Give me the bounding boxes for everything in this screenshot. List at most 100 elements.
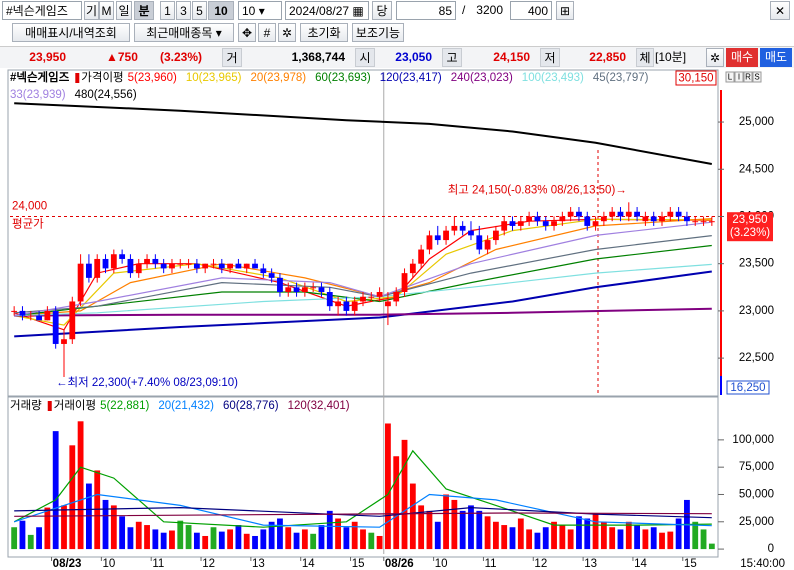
volume-bar xyxy=(293,532,300,550)
y-tick-label: 50,000 xyxy=(739,489,774,501)
period-button[interactable]: M xyxy=(99,1,114,20)
x-tick-label: 08/23 xyxy=(53,558,82,570)
count-input[interactable]: 85 xyxy=(396,1,456,20)
x-tick-label: 10 xyxy=(103,558,116,570)
volume-bar xyxy=(277,518,283,550)
period-button[interactable]: 3 xyxy=(176,1,191,20)
volume-bar xyxy=(634,525,641,550)
x-tick-label: 12 xyxy=(534,558,547,570)
candle-body xyxy=(650,216,657,222)
x-tick-label: 08/26 xyxy=(385,558,414,570)
volume-bar xyxy=(44,507,51,550)
annotation: ←최저 22,300(+7.40% 08/23,09:10) xyxy=(56,376,238,389)
ma-line xyxy=(14,512,712,517)
period-button[interactable]: 일 xyxy=(116,1,132,20)
reset-button[interactable]: 초기화 xyxy=(300,23,348,42)
volume-bar xyxy=(692,521,699,550)
zoom-button[interactable]: ⊞ xyxy=(556,1,574,20)
candle-body xyxy=(426,235,433,250)
y-tick-label: 100,000 xyxy=(732,434,774,446)
status-time: 15:40:00 xyxy=(740,558,785,570)
buy-button[interactable]: 매수 xyxy=(726,48,758,67)
change: ▲750 xyxy=(106,50,138,64)
crosshair-button[interactable]: ✥ xyxy=(238,23,256,42)
quote-settings[interactable]: ✲ xyxy=(706,48,724,67)
y-tick-label: 25,000 xyxy=(739,116,774,128)
candle-body xyxy=(451,225,458,231)
period-button[interactable]: 분 xyxy=(134,1,154,20)
count-label[interactable]: 당 xyxy=(372,1,392,20)
ma-line xyxy=(14,218,712,331)
volume-bar xyxy=(110,505,117,550)
date: 2024/08/27 xyxy=(289,4,350,18)
volume-bar xyxy=(177,520,184,550)
volume-bar xyxy=(119,516,126,550)
legend-entry: 5(23,960) xyxy=(128,72,177,84)
candle-body xyxy=(110,254,117,269)
candle-body xyxy=(551,221,557,226)
candle-body xyxy=(52,310,59,344)
candle-body xyxy=(135,263,142,274)
candle-body xyxy=(401,273,408,293)
volume-label: 거 xyxy=(222,48,242,67)
current-price-box xyxy=(727,212,773,242)
volume-bar xyxy=(69,445,76,550)
x-tick-label: 11 xyxy=(485,558,497,570)
ma-line xyxy=(14,270,712,338)
volume-bar xyxy=(235,525,242,550)
legend-entry: 120(23,417) xyxy=(380,72,442,84)
volume-bar xyxy=(193,532,200,550)
candle-body xyxy=(609,211,616,217)
legend-marker xyxy=(75,73,80,83)
volume-bar xyxy=(675,518,682,550)
axis-icon-label: I xyxy=(738,73,740,82)
grid-button[interactable]: # xyxy=(258,23,276,42)
x-tick-label: 11 xyxy=(152,558,164,570)
candle-body xyxy=(659,216,665,222)
volume-bar xyxy=(385,423,391,550)
sell-button[interactable]: 매도 xyxy=(760,48,792,67)
candle-body xyxy=(567,211,574,217)
symbol-input[interactable]: #넥슨게임즈 xyxy=(2,1,82,20)
volume-bar xyxy=(144,525,150,550)
interval-select[interactable]: 10 ▾ xyxy=(238,1,282,20)
settings-button[interactable]: ✲ xyxy=(278,23,296,42)
close-button[interactable]: ✕ xyxy=(770,1,790,20)
candle-body xyxy=(169,263,175,269)
x-tick-label: 14 xyxy=(302,558,315,570)
ma-line xyxy=(14,221,712,317)
volume-bar xyxy=(401,439,408,550)
candle-body xyxy=(61,339,67,344)
volume-bar xyxy=(376,535,383,550)
volume-bar xyxy=(434,521,441,550)
total: 3200 xyxy=(472,1,506,20)
candle-body xyxy=(218,263,225,269)
legend-entry: 60(23,693) xyxy=(315,72,371,84)
period-button[interactable]: 5 xyxy=(192,1,207,20)
volume-bar xyxy=(218,531,225,550)
recent-items-button[interactable]: 최근매매종목 ▾ xyxy=(134,23,234,42)
volume-bar xyxy=(501,525,508,550)
period-button[interactable]: 1 xyxy=(160,1,175,20)
period-button[interactable]: 기 xyxy=(84,1,99,20)
y-tick-label: 24,500 xyxy=(739,163,774,175)
candle-body xyxy=(484,240,491,250)
y-tick-label: 0 xyxy=(768,543,774,555)
volume-bar xyxy=(517,518,524,550)
legend-entry: 100(23,493) xyxy=(522,72,584,84)
volume-bar xyxy=(600,521,607,550)
candle-body xyxy=(501,221,508,231)
y-tick-label: 25,000 xyxy=(739,516,774,528)
candle-body xyxy=(634,211,641,217)
period-button[interactable]: 10 xyxy=(208,1,234,20)
candle-body xyxy=(517,221,524,226)
trade-history-button[interactable]: 매매표시/내역조회 xyxy=(12,23,130,42)
candle-body xyxy=(584,216,591,226)
volume-bar xyxy=(700,529,707,550)
zoom-input[interactable]: 400 xyxy=(510,1,552,20)
x-tick-label: 15 xyxy=(684,558,697,570)
aux-button[interactable]: 보조기능 xyxy=(352,23,404,42)
legend-entry: 10(23,965) xyxy=(186,72,242,84)
date-input[interactable]: 2024/08/27 ▦ xyxy=(285,1,369,20)
axis-icon xyxy=(752,71,762,83)
